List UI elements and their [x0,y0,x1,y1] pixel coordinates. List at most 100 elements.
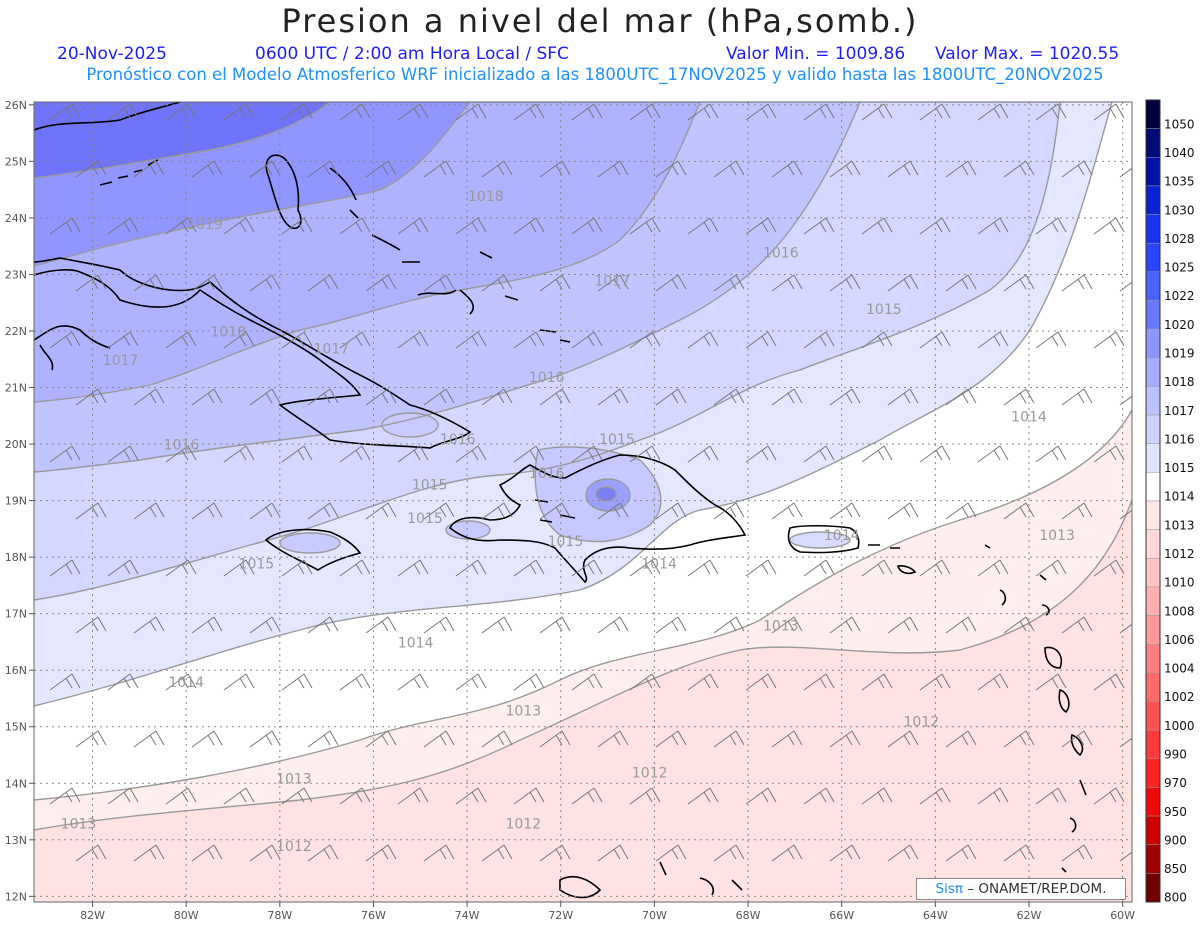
isobar-label: 1013 [276,771,312,787]
wind-barb [629,331,661,349]
wind-barb [1035,673,1067,691]
wind-barb [397,559,429,577]
legend-swatch [1145,787,1161,817]
wind-barb [165,217,197,235]
legend-swatch [1145,701,1161,731]
wind-barb [919,217,951,235]
legend-label: 990 [1164,747,1187,761]
legend-swatch [1145,99,1161,129]
wind-barb [713,616,745,634]
wind-barb [1119,851,1132,862]
wind-barb [107,559,139,577]
wind-barb [281,331,313,349]
credit-pi: π [954,881,964,897]
puertorico-blob [790,532,850,548]
wind-barb [977,673,1009,691]
wind-barb [423,844,455,862]
wind-barb [129,901,131,902]
wind-barb [687,103,719,121]
wind-barb [191,730,223,748]
andros-island [265,154,302,230]
wind-barb [803,559,835,577]
wind-barb [629,787,661,805]
wind-barb [999,901,1001,902]
credit-org: – ONAMET/REP.DOM. [963,881,1107,897]
legend-swatch [1145,672,1161,702]
legend-swatch [1145,758,1161,788]
wind-barb [1035,217,1067,235]
wind-barb [1061,274,1093,292]
wind-barb [71,901,73,902]
isobar-label: 1016 [440,432,476,448]
wind-barb [49,559,81,577]
isobar-label: 1014 [168,675,204,691]
wind-barb [107,787,139,805]
legend-swatch [1145,615,1161,645]
puertorico-coast [787,524,860,554]
gonave-island [534,499,576,523]
isobar-label: 1018 [210,325,246,341]
wind-barb [307,388,339,406]
legend-frame [1145,99,1161,903]
wind-barb [107,445,139,463]
isobar-label: 1013 [763,619,799,635]
isobar-label: 1014 [824,528,860,544]
wind-barb [365,274,397,292]
wind-barb [745,559,777,577]
wind-barb [165,673,197,691]
legend-swatch [1145,815,1161,845]
legend-label: 1008 [1164,604,1195,618]
wind-barb [709,901,711,902]
wind-barb [455,103,487,121]
wind-barb [397,445,429,463]
wind-barb [281,787,313,805]
wind-barb [249,388,281,406]
min-value: Valor Min. = 1009.86 [726,44,906,64]
wind-barb [713,388,745,406]
wind-barb [655,388,687,406]
wind-barb [75,274,107,292]
wind-barb [597,388,629,406]
wind-barb [1035,787,1067,805]
legend-swatch [1145,128,1161,158]
legend-swatch [1145,873,1161,903]
wind-barb [945,388,977,406]
tick-label-lon: 70W [642,909,667,922]
isobar-label: 1013 [61,817,97,833]
wind-barb [803,217,835,235]
wind-barb [165,331,197,349]
wind-barb [861,673,893,691]
wind-barb [1035,559,1067,577]
wind-barb [945,502,977,520]
wind-barb [945,730,977,748]
wind-barb [107,217,139,235]
legend-label: 1025 [1164,261,1195,275]
wind-barb [687,559,719,577]
south-american-coast [559,861,743,899]
legend-label: 1014 [1164,490,1195,504]
legend-swatch [1145,242,1161,273]
wind-barb [919,787,951,805]
wind-barb [539,616,571,634]
wind-barb [535,901,537,902]
wind-barb [687,787,719,805]
wind-barb [307,160,339,178]
isobar-label: 1016 [164,438,200,454]
wind-barb [133,502,165,520]
wind-barb [455,331,487,349]
wind-barb [1119,509,1132,520]
wind-barb [571,559,603,577]
wind-barb [629,559,661,577]
tick-label-lat: 20N [5,438,27,451]
wind-barb [191,844,223,862]
virgin-islands [868,544,917,575]
legend-label: 1022 [1164,289,1195,303]
tick-label-lon: 64W [923,909,948,922]
wind-barb [977,103,1009,121]
valid-time: 0600 UTC / 2:00 am Hora Local / SFC [255,44,569,64]
legend-label: 1040 [1164,146,1195,160]
max-value: Valor Max. = 1020.55 [935,44,1120,64]
wind-barb [1003,388,1035,406]
wind-barb [745,331,777,349]
wind-barb [397,673,429,691]
